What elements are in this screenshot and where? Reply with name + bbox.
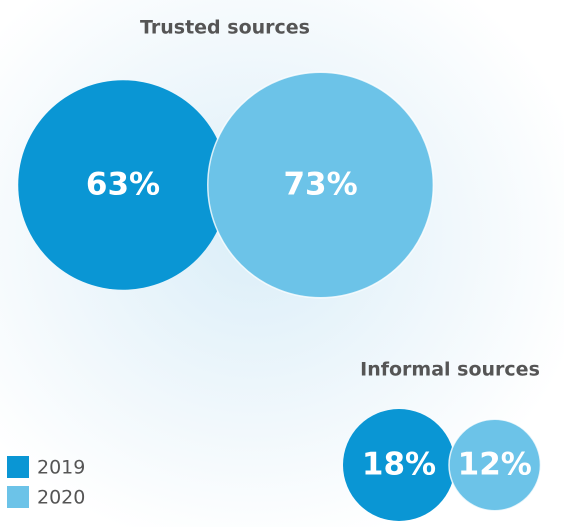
bubble (342, 408, 456, 522)
legend-swatch (7, 486, 29, 508)
bubble (18, 80, 228, 290)
group-title: Trusted sources (140, 17, 310, 39)
group-title: Informal sources (360, 359, 540, 381)
value-label: 73% (283, 167, 357, 203)
value-label: 63% (86, 167, 160, 203)
value-label: 12% (458, 447, 532, 483)
legend-label: 2019 (37, 457, 85, 479)
value-label: 18% (362, 447, 436, 483)
legend-label: 2020 (37, 487, 85, 509)
bubble (207, 71, 435, 299)
bubble (448, 418, 542, 512)
legend-swatch (7, 456, 29, 478)
